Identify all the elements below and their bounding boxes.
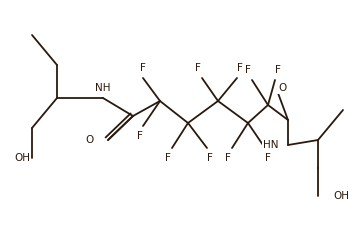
Text: F: F — [237, 63, 243, 73]
Text: OH: OH — [333, 191, 349, 201]
Text: F: F — [207, 153, 213, 163]
Text: O: O — [278, 83, 286, 93]
Text: F: F — [245, 65, 251, 75]
Text: HN: HN — [263, 140, 278, 150]
Text: F: F — [140, 63, 146, 73]
Text: F: F — [265, 153, 271, 163]
Text: F: F — [275, 65, 281, 75]
Text: OH: OH — [14, 153, 30, 163]
Text: F: F — [137, 131, 143, 141]
Text: F: F — [195, 63, 201, 73]
Text: NH: NH — [95, 83, 111, 93]
Text: F: F — [165, 153, 171, 163]
Text: F: F — [225, 153, 231, 163]
Text: O: O — [86, 135, 94, 145]
